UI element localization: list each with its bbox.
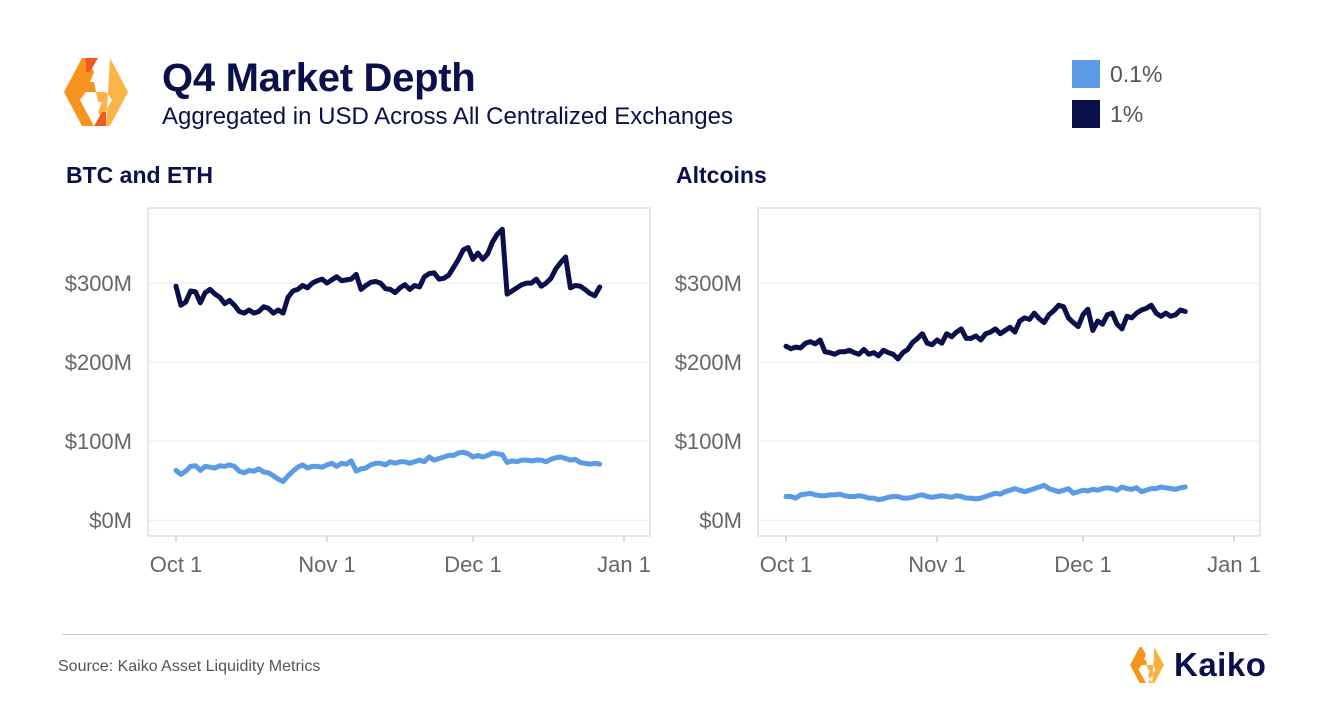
y-tick-label: $300M: [65, 271, 132, 296]
y-tick-label: $0M: [699, 508, 742, 533]
y-tick-label: $300M: [675, 271, 742, 296]
y-tick-label: $0M: [89, 508, 132, 533]
legend-item-0.1pct: 0.1%: [1072, 60, 1162, 88]
y-tick-label: $200M: [675, 350, 742, 375]
footer-divider: [62, 634, 1268, 635]
x-tick-label: Oct 1: [760, 552, 813, 577]
kaiko-brand-icon: [1130, 647, 1164, 683]
series-line-0.1pct: [173, 449, 603, 484]
page-subtitle: Aggregated in USD Across All Centralized…: [162, 103, 733, 130]
legend-label-1pct: 1%: [1110, 100, 1144, 127]
x-tick-label: Nov 1: [908, 552, 965, 577]
y-tick-label: $100M: [65, 429, 132, 454]
x-tick-label: Dec 1: [444, 552, 501, 577]
brand-name: Kaiko: [1174, 646, 1267, 683]
series-line-1pct: [173, 226, 603, 316]
brand: Kaiko: [1128, 646, 1266, 684]
x-tick-label: Jan 1: [597, 552, 651, 577]
x-tick-label: Oct 1: [150, 552, 203, 577]
chart-title-altcoins: Altcoins: [676, 162, 767, 188]
kaiko-logo-icon: [64, 58, 128, 126]
legend: 0.1% 1%: [1072, 60, 1162, 140]
x-tick-label: Nov 1: [298, 552, 355, 577]
y-tick-label: $100M: [675, 429, 742, 454]
plot-frame: [147, 207, 651, 537]
series-line-0.1pct: [783, 482, 1188, 503]
legend-swatch-0.1pct: [1072, 60, 1100, 88]
series-line-1pct: [783, 302, 1188, 362]
x-tick-label: Dec 1: [1054, 552, 1111, 577]
chart-title-btc-eth: BTC and ETH: [66, 162, 213, 188]
legend-item-1pct: 1%: [1072, 100, 1162, 128]
plot-frame: [757, 207, 1261, 537]
y-tick-label: $200M: [65, 350, 132, 375]
page-title: Q4 Market Depth: [162, 56, 476, 100]
legend-swatch-1pct: [1072, 100, 1100, 128]
x-tick-label: Jan 1: [1207, 552, 1261, 577]
charts-canvas: $0M $100M $200M $300M Oct 1 Nov 1 Dec 1 Jan 1 $0…: [65, 207, 1261, 577]
source-note: Source: Kaiko Asset Liquidity Metrics: [58, 658, 321, 675]
legend-label-0.1pct: 0.1%: [1110, 60, 1163, 87]
